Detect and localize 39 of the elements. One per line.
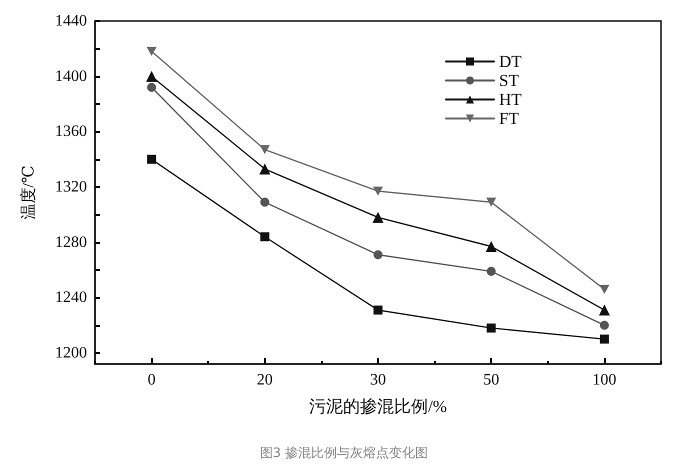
point	[259, 163, 270, 174]
point	[372, 212, 384, 223]
legend-label: DT	[499, 52, 522, 71]
x-tick-label: 0	[148, 372, 156, 388]
x-axis-title: 污泥的掺混比例/%	[309, 397, 447, 416]
point	[147, 82, 156, 92]
point	[598, 304, 610, 316]
point	[260, 198, 270, 207]
point	[373, 186, 383, 196]
y-tick-label: 1200	[55, 344, 87, 362]
point	[486, 324, 496, 333]
point	[146, 46, 157, 56]
y-axis-title: 温度/℃	[20, 165, 38, 220]
point	[374, 306, 382, 315]
legend-label: FT	[499, 109, 520, 128]
point	[260, 145, 270, 154]
point	[599, 284, 610, 294]
y-tick-label: 1440	[55, 12, 87, 30]
point	[486, 198, 496, 207]
legend-label: ST	[499, 71, 520, 90]
x-tick-label: 30	[370, 372, 386, 388]
point	[486, 240, 497, 252]
point	[600, 320, 609, 330]
x-tick-label: 100	[592, 372, 616, 388]
y-tick-label: 1240	[55, 289, 87, 306]
point	[260, 232, 270, 242]
y-tick-label: 1360	[55, 123, 87, 140]
y-tick-label: 1320	[55, 178, 87, 196]
x-tick-label: 20	[256, 372, 273, 388]
legend-label: HT	[499, 90, 522, 109]
point	[486, 266, 496, 276]
point	[146, 70, 158, 82]
point	[374, 250, 382, 260]
y-tick-label: 1400	[55, 68, 87, 85]
y-tick-label: 1280	[55, 234, 87, 251]
point	[600, 334, 609, 344]
x-tick-label: 50	[483, 372, 500, 388]
caption: 图3 掺混比例与灰熔点变化图	[260, 446, 428, 461]
point	[147, 154, 156, 164]
